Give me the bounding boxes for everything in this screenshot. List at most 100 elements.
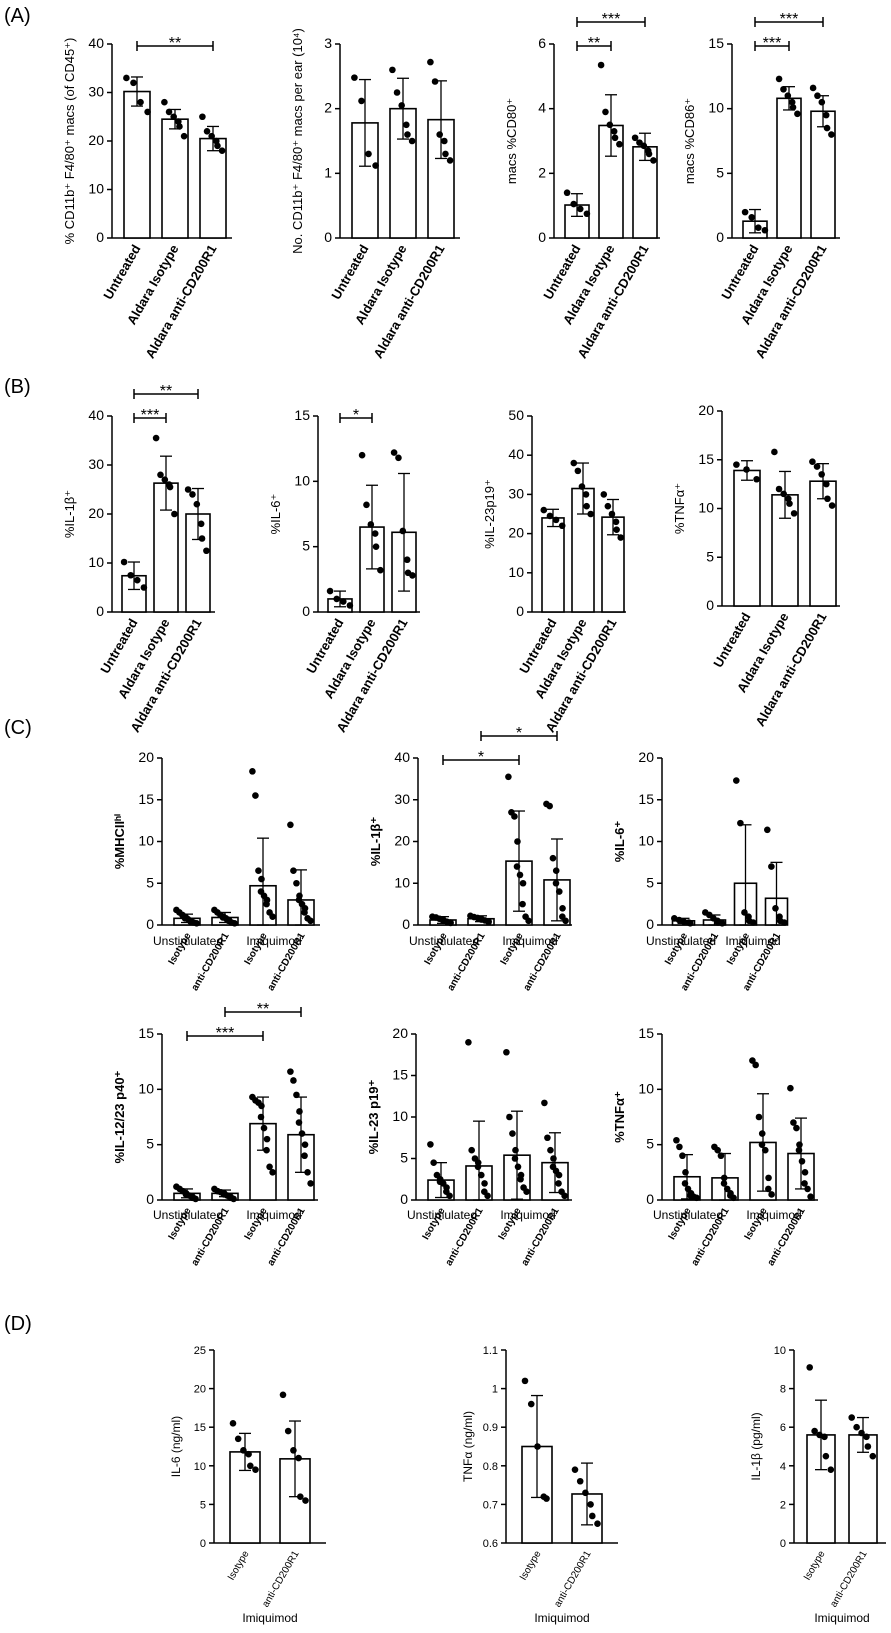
data-point	[203, 128, 211, 135]
data-point	[730, 1194, 737, 1202]
data-point	[765, 1185, 772, 1193]
data-point	[436, 131, 443, 138]
group-label: Unstimulated	[409, 934, 479, 948]
y-tick-label: 15	[138, 791, 154, 807]
data-point	[157, 471, 164, 479]
data-point	[795, 1146, 803, 1154]
category-label: Isotype	[518, 1549, 544, 1583]
data-point	[813, 463, 821, 470]
category-label: Isotype	[226, 1549, 252, 1583]
y-tick-label: 6	[538, 35, 546, 51]
y-tick-label: 0	[538, 229, 546, 245]
y-axis-label: %IL-6⁺	[612, 821, 627, 863]
y-tick-label: 8	[780, 1384, 786, 1396]
data-point	[617, 534, 624, 541]
y-tick-label: 0	[146, 916, 154, 932]
significance-label: **	[257, 1001, 269, 1018]
data-point	[171, 510, 178, 518]
data-point	[393, 89, 401, 96]
data-point	[296, 1108, 303, 1115]
data-point	[589, 1512, 596, 1520]
data-point	[790, 1119, 797, 1126]
y-tick-label: 25	[194, 1345, 206, 1357]
y-tick-label: 0	[200, 1538, 206, 1550]
data-point	[297, 1493, 304, 1500]
data-point	[474, 1163, 482, 1171]
data-point	[828, 131, 835, 138]
y-tick-label: 10	[294, 472, 310, 488]
data-point	[794, 110, 801, 118]
data-point	[755, 224, 762, 231]
data-point	[367, 521, 375, 528]
data-point	[442, 150, 449, 158]
data-point	[258, 875, 265, 883]
bar	[809, 480, 837, 607]
data-point	[570, 200, 577, 208]
y-tick-label: 10	[392, 1108, 408, 1124]
data-point	[788, 98, 796, 106]
group-label: Imiquimod	[534, 1611, 589, 1625]
chart-A1: 0 10 20 30 40 % CD11b⁺ F4/80⁺ macs (of CD45⁺)…	[62, 35, 232, 361]
data-point	[806, 1364, 813, 1371]
data-point	[594, 1520, 601, 1527]
data-point	[307, 917, 314, 925]
data-point	[208, 132, 215, 140]
data-point	[218, 147, 226, 154]
data-point	[140, 584, 148, 591]
data-point	[301, 909, 308, 916]
data-point	[807, 1193, 814, 1200]
data-point	[555, 1180, 562, 1187]
data-point	[269, 1169, 276, 1176]
data-point	[772, 905, 779, 912]
y-axis-label: % CD11b⁺ F4/80⁺ macs (of CD45⁺)	[62, 38, 77, 245]
data-point	[717, 1152, 725, 1160]
data-point	[853, 1423, 860, 1431]
data-point	[301, 1152, 308, 1160]
data-point	[263, 1146, 270, 1154]
y-tick-label: 10	[774, 1345, 786, 1357]
data-point	[578, 483, 586, 490]
data-point	[165, 108, 173, 116]
y-tick-label: 0	[780, 1538, 786, 1550]
group-label: Imiquimod	[502, 934, 557, 948]
significance-label: ***	[141, 407, 160, 424]
data-point	[821, 1433, 828, 1441]
y-tick-label: 0.6	[483, 1538, 498, 1550]
data-point	[484, 1192, 491, 1200]
data-point	[398, 102, 405, 109]
data-point	[521, 1377, 529, 1385]
data-point	[120, 558, 128, 566]
y-tick-label: 10	[194, 1461, 206, 1473]
data-point	[255, 867, 262, 875]
data-point	[166, 483, 174, 491]
y-tick-label: 15	[698, 451, 714, 467]
data-point	[768, 1191, 775, 1198]
data-point	[582, 1489, 589, 1497]
data-point	[741, 208, 749, 216]
data-point	[503, 1048, 510, 1056]
data-point	[789, 104, 797, 111]
group-label: Unstimulated	[153, 934, 223, 948]
y-tick-label: 10	[88, 181, 104, 197]
data-point	[197, 520, 205, 528]
data-point	[372, 162, 379, 169]
data-point	[511, 1155, 519, 1162]
y-tick-label: 0	[324, 229, 332, 245]
y-tick-label: 0	[402, 916, 410, 932]
y-tick-label: 0	[146, 1191, 154, 1207]
data-point	[765, 1174, 772, 1182]
data-point	[796, 1141, 803, 1148]
data-point	[583, 210, 591, 218]
y-tick-label: 15	[708, 35, 724, 51]
data-point	[199, 113, 206, 121]
group-label: Imiquimod	[814, 1611, 869, 1625]
data-point	[512, 1146, 519, 1154]
y-tick-label: 0	[302, 603, 310, 619]
data-point	[822, 111, 830, 119]
